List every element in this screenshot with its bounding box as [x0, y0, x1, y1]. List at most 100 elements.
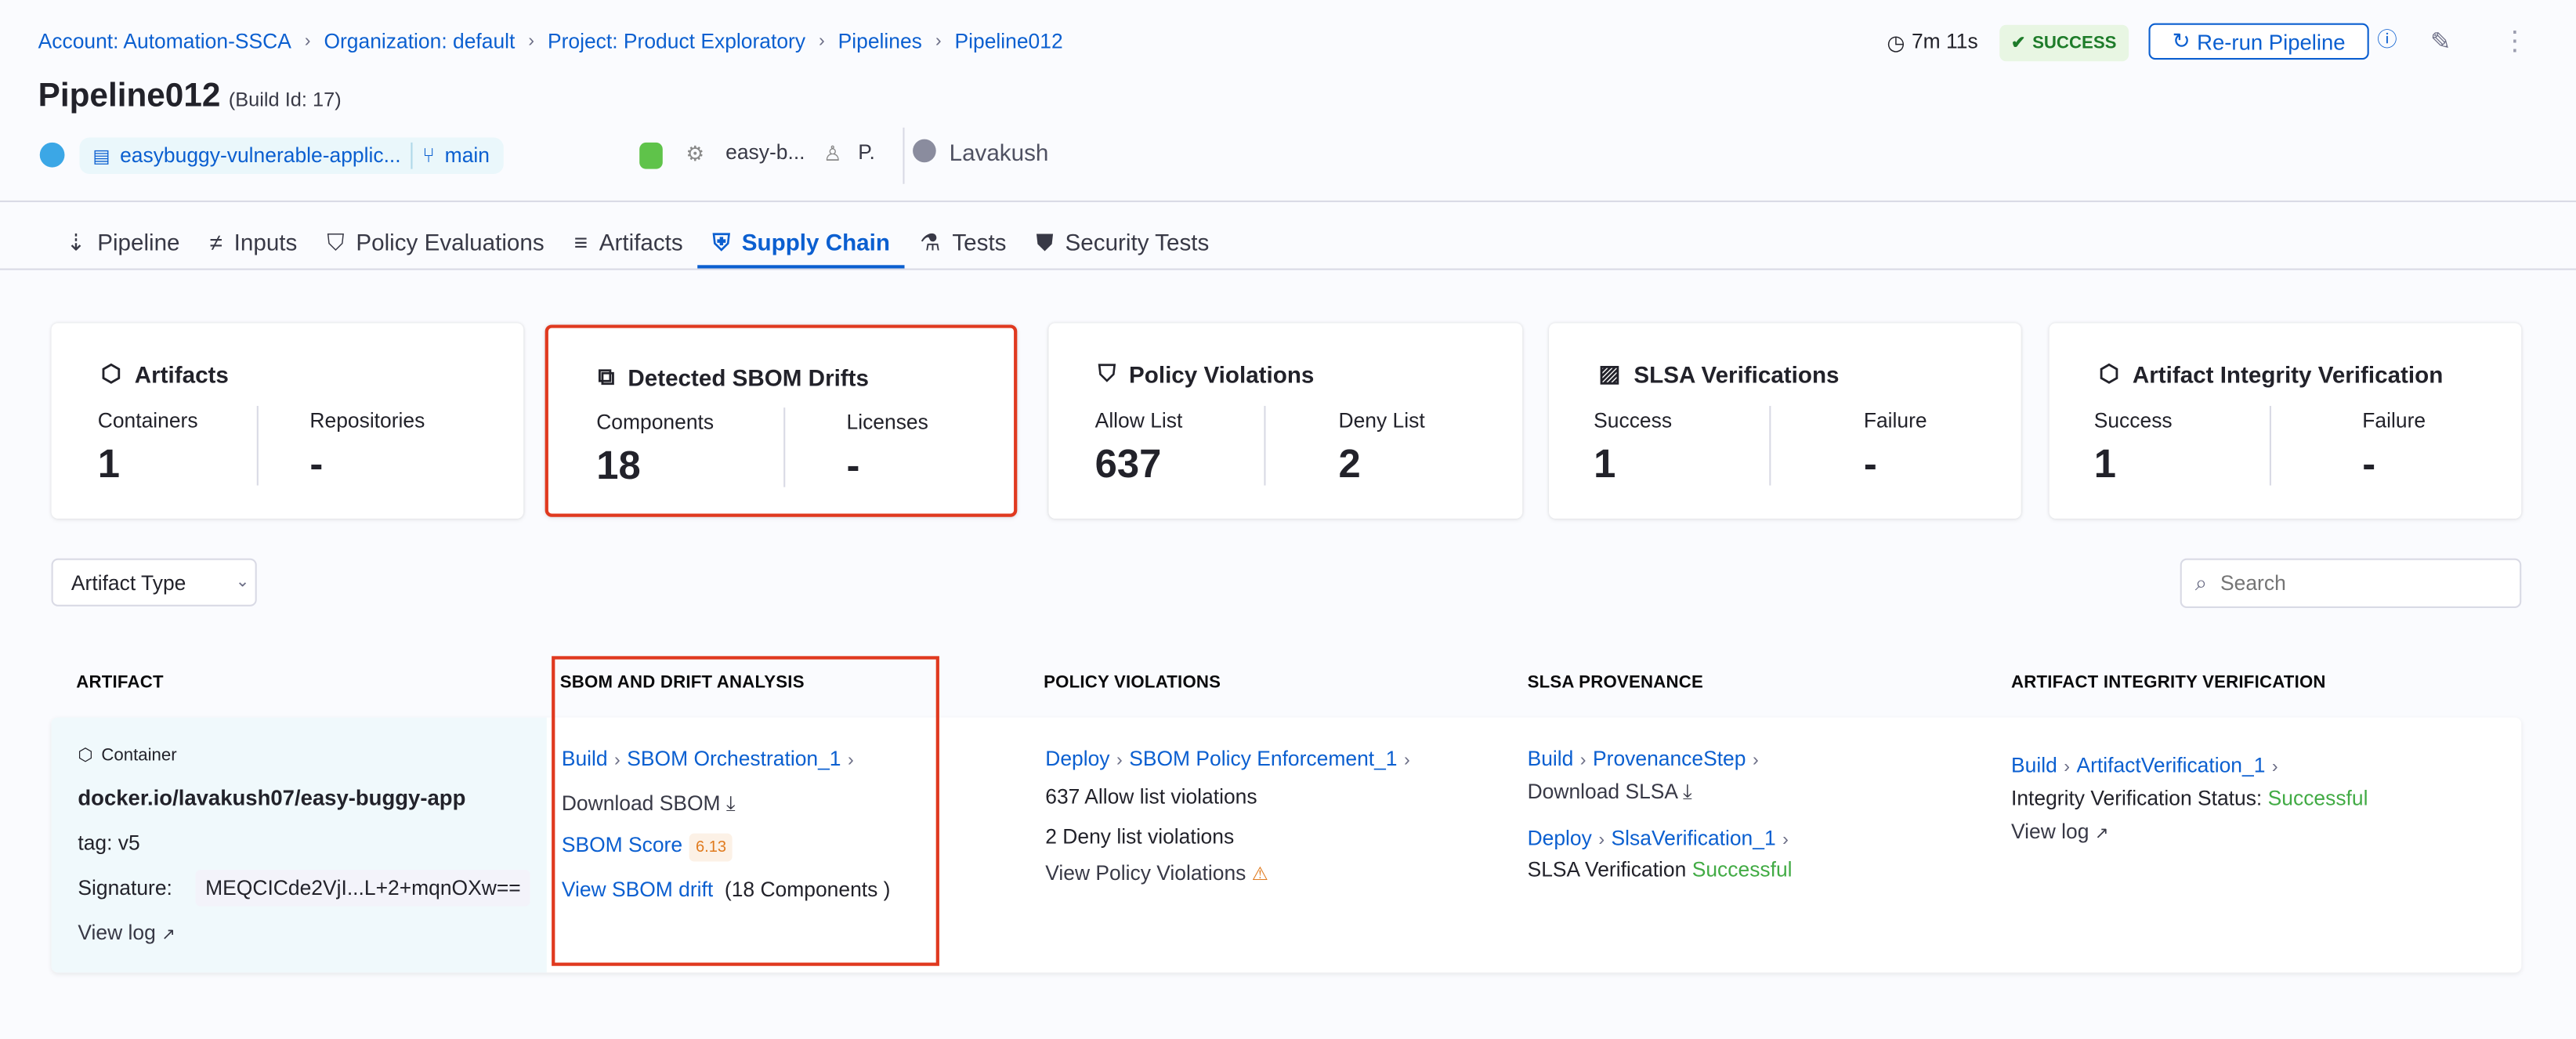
column-header-artifact: ARTIFACT: [76, 672, 164, 693]
signature-label: Signature:: [78, 876, 172, 900]
tab-label: Tests: [952, 228, 1007, 255]
tab-security-tests[interactable]: ⛊ Security Tests: [1022, 217, 1225, 266]
card-value: 2: [1338, 442, 1361, 487]
sbom-step-link[interactable]: SBOM Orchestration_1: [627, 747, 841, 771]
integrity-view-log-link[interactable]: View log ↗: [2011, 820, 2109, 844]
artifacts-list-icon: ≡: [573, 228, 588, 255]
sbom-score: SBOM Score 6.13: [561, 833, 733, 862]
slsa-verify-step-link[interactable]: SlsaVerification_1: [1611, 827, 1776, 850]
card-value: 1: [1594, 442, 1616, 487]
link-label: Download SBOM: [561, 791, 721, 816]
breadcrumb-project[interactable]: Project: Product Exploratory: [547, 30, 806, 53]
slsa-step-link[interactable]: ProvenanceStep: [1593, 747, 1746, 771]
edit-pencil-icon[interactable]: ✎: [2429, 27, 2451, 56]
divider: [2269, 406, 2271, 486]
chevron-right-icon: ›: [2271, 757, 2278, 777]
status-label: Integrity Verification Status:: [2011, 787, 2263, 810]
repo-name[interactable]: easybuggy-vulnerable-applic...: [120, 143, 401, 168]
sbom-score-link[interactable]: SBOM Score: [561, 833, 683, 857]
card-sbom-drifts: ⧉ Detected SBOM Drifts Components 18 Lice…: [545, 324, 1018, 517]
integrity-stage-link[interactable]: Build: [2011, 754, 2057, 777]
card-policy-violations: ⛉ Policy Violations Allow List 637 Deny L…: [1048, 323, 1523, 519]
card-value: 637: [1094, 442, 1162, 487]
status-value: Successful: [1691, 858, 1793, 882]
card-title: Policy Violations: [1129, 360, 1315, 387]
chevron-right-icon: ›: [1598, 830, 1605, 850]
artifact-view-log-link[interactable]: View log ↗: [78, 921, 175, 945]
card-title: Detected SBOM Drifts: [628, 364, 869, 390]
tab-inputs[interactable]: ≠ Inputs: [195, 217, 313, 266]
slsa-stage-link[interactable]: Build: [1527, 747, 1574, 771]
policy-step-link[interactable]: SBOM Policy Enforcement_1: [1129, 747, 1398, 771]
tab-artifacts[interactable]: ≡ Artifacts: [559, 217, 698, 266]
policy-step-path: Deploy › SBOM Policy Enforcement_1 ›: [1045, 748, 1416, 771]
security-shield-icon: ⛊: [1036, 227, 1054, 255]
view-sbom-drift-link[interactable]: View SBOM drift: [561, 878, 714, 902]
artifact-name: docker.io/lavakush07/easy-buggy-app: [78, 785, 466, 810]
shield-check-icon: ⛉: [1098, 359, 1116, 386]
check-circle-icon: ✔: [2011, 33, 2026, 53]
tab-tests[interactable]: ⚗ Tests: [905, 217, 1022, 266]
repo-icon: ▤: [92, 147, 110, 167]
divider: [0, 200, 2576, 202]
divider: [783, 407, 786, 487]
search-icon: ⌕: [2194, 570, 2208, 596]
card-value: -: [1863, 442, 1877, 487]
search-input[interactable]: [2216, 570, 2489, 597]
tab-label: Pipeline: [97, 228, 180, 255]
status-label: SLSA Verification: [1527, 858, 1687, 882]
view-policy-violations-link[interactable]: View Policy Violations ⚠: [1045, 862, 1268, 885]
card-title: Artifacts: [134, 360, 229, 387]
slsa-icon: ▨: [1598, 359, 1621, 386]
slsa-verify-stage-link[interactable]: Deploy: [1527, 827, 1592, 850]
breadcrumb-organization[interactable]: Organization: default: [324, 30, 516, 53]
supply-chain-shield-icon: ⛨: [712, 227, 730, 255]
deny-list-violations: 2 Deny list violations: [1045, 825, 1235, 849]
tab-label: Security Tests: [1065, 228, 1210, 255]
signature-row: Signature: MEQCICde2VjI...L+2+mqnOXw==: [78, 870, 531, 907]
card-value: -: [2362, 442, 2376, 487]
chevron-right-icon: ›: [1579, 750, 1586, 771]
sbom-stage-link[interactable]: Build: [561, 747, 608, 771]
infra-name: P.: [858, 140, 875, 165]
branch-name[interactable]: main: [444, 143, 490, 168]
search-box[interactable]: ⌕: [2180, 558, 2522, 609]
rerun-pipeline-button[interactable]: ↻ Re-run Pipeline: [2148, 23, 2369, 60]
card-artifact-integrity: ⬡ Artifact Integrity Verification Success…: [2049, 323, 2522, 519]
stage-name: easy-b...: [725, 140, 805, 165]
tab-label: Artifacts: [599, 228, 683, 255]
info-icon[interactable]: ⓘ: [2377, 27, 2397, 52]
dropdown-label: Artifact Type: [71, 570, 186, 595]
breadcrumb-pipelines[interactable]: Pipelines: [838, 30, 922, 53]
user-name: Lavakush: [949, 139, 1049, 166]
divider: [903, 127, 905, 184]
download-slsa-link[interactable]: Download SLSA ⤓: [1528, 780, 1692, 805]
tab-supply-chain[interactable]: ⛨ Supply Chain: [697, 217, 905, 269]
chevron-right-icon: ›: [614, 750, 620, 771]
highlight-box: [552, 656, 939, 966]
tab-pipeline[interactable]: ⇣ Pipeline: [52, 217, 195, 266]
card-title: Artifact Integrity Verification: [2132, 360, 2444, 387]
artifact-type-dropdown[interactable]: Artifact Type ⌄: [51, 558, 257, 606]
artifact-tag: tag: v5: [78, 831, 140, 856]
download-sbom-link[interactable]: Download SBOM ⤓: [562, 792, 736, 817]
policy-stage-link[interactable]: Deploy: [1045, 747, 1110, 771]
flask-icon: ⚗: [920, 227, 941, 255]
signature-value: MEQCICde2VjI...L+2+mqnOXw==: [195, 870, 531, 907]
integrity-step-link[interactable]: ArtifactVerification_1: [2076, 754, 2266, 777]
breadcrumb-account[interactable]: Account: Automation-SSCA: [38, 30, 291, 53]
allow-list-violations: 637 Allow list violations: [1045, 785, 1257, 809]
card-value: -: [846, 443, 860, 489]
breadcrumb-pipeline[interactable]: Pipeline012: [954, 30, 1063, 53]
card-label: Failure: [1863, 409, 1927, 433]
slsa-verify-step-path: Deploy › SlsaVerification_1 ›: [1528, 827, 1796, 850]
divider: [0, 268, 2576, 270]
link-label: Download SLSA: [1527, 780, 1677, 804]
download-icon: ⤓: [1682, 780, 1692, 804]
card-label: Deny List: [1338, 409, 1425, 433]
more-options-icon[interactable]: ⋮: [2501, 27, 2528, 56]
tab-policy-evaluations[interactable]: ⛉ Policy Evaluations: [312, 217, 559, 266]
repo-chip[interactable]: ▤ easybuggy-vulnerable-applic... ⑂ main: [79, 137, 503, 175]
card-label: Allow List: [1094, 409, 1183, 433]
user-avatar-icon: [913, 139, 936, 163]
